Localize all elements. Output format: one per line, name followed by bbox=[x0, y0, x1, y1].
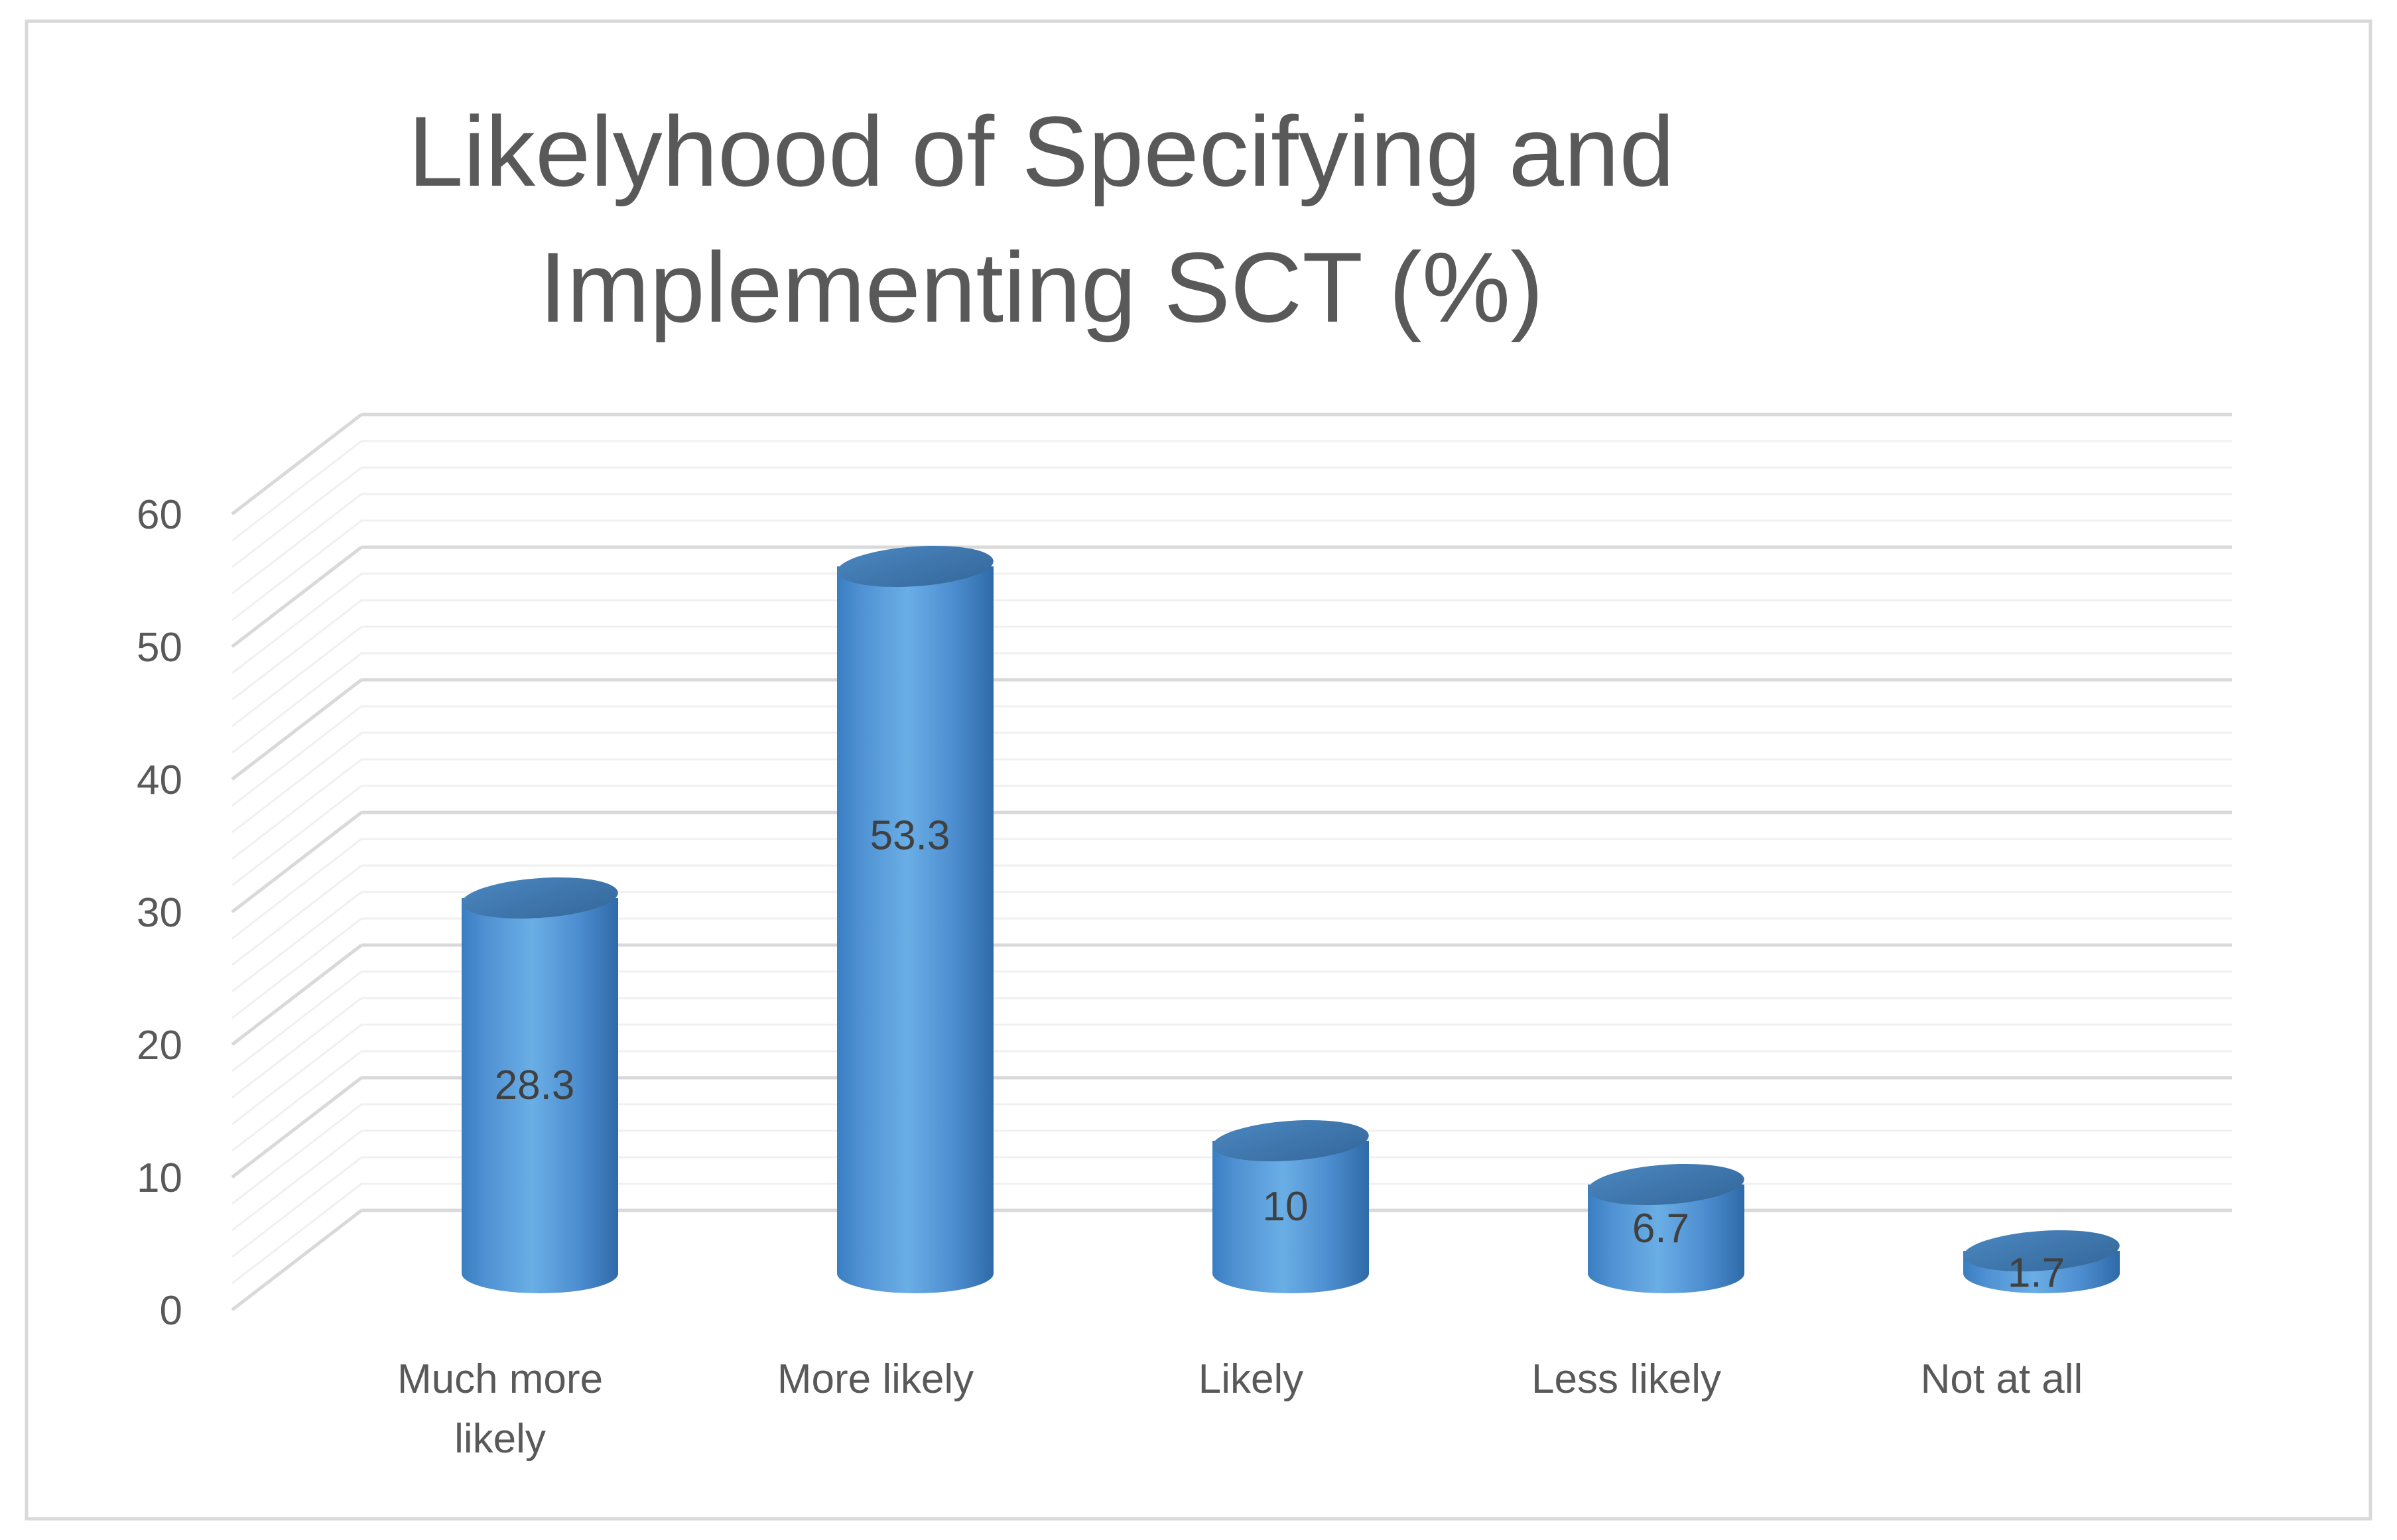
y-axis-ticks: 0 10 20 30 40 50 60 bbox=[137, 492, 182, 1334]
y-tick-label: 30 bbox=[137, 890, 182, 936]
bar-top-cap bbox=[462, 877, 618, 919]
side-gridline-minor bbox=[231, 572, 362, 674]
side-gridline-major bbox=[231, 811, 363, 913]
bar-top-cap bbox=[1212, 1120, 1369, 1162]
category-label: Less likely bbox=[1531, 1356, 1721, 1402]
chart-title-line-1: Likelyhood of Specifying and bbox=[408, 96, 1675, 207]
side-gridline-minor bbox=[231, 625, 362, 728]
side-gridline-minor bbox=[231, 891, 362, 993]
bars: 28.3 53.3 10 6.7 1.7 bbox=[462, 545, 2120, 1296]
y-tick-label: 50 bbox=[137, 625, 182, 671]
side-gridline-minor bbox=[231, 732, 362, 834]
side-gridline-minor bbox=[231, 493, 362, 595]
side-gridline-minor bbox=[231, 652, 362, 754]
bar-body bbox=[462, 898, 618, 1293]
bar-value-label: 10 bbox=[1263, 1184, 1309, 1230]
side-gridline-minor bbox=[231, 599, 362, 701]
side-gridline-minor bbox=[231, 519, 362, 621]
side-gridline-minor bbox=[231, 1183, 362, 1285]
bar-group: 1.7 bbox=[1963, 1230, 2120, 1296]
y-tick-label: 0 bbox=[160, 1288, 182, 1334]
side-gridline-minor bbox=[231, 917, 362, 1019]
side-gridline-major bbox=[231, 413, 363, 515]
side-gridline-major bbox=[231, 944, 363, 1046]
bar-group: 53.3 bbox=[837, 545, 994, 1293]
side-gridline-major bbox=[231, 546, 363, 648]
side-gridline-minor bbox=[231, 864, 362, 966]
category-label: Not at all bbox=[1921, 1356, 2083, 1402]
bar-group: 10 bbox=[1212, 1120, 1369, 1293]
category-label: likely bbox=[454, 1416, 546, 1462]
side-gridline-minor bbox=[231, 838, 362, 940]
bar-body bbox=[1588, 1185, 1744, 1293]
gridlines bbox=[231, 413, 2232, 1311]
bar-value-label: 6.7 bbox=[1632, 1206, 1689, 1251]
side-gridline-minor bbox=[231, 970, 362, 1072]
side-gridline-minor bbox=[231, 440, 362, 542]
y-tick-label: 40 bbox=[137, 757, 182, 803]
side-gridline-minor bbox=[231, 1103, 362, 1205]
bar-top-cap bbox=[837, 545, 994, 588]
bar-body bbox=[1212, 1141, 1369, 1293]
bar-top-cap bbox=[1963, 1230, 2120, 1272]
side-gridline-major bbox=[231, 1076, 363, 1179]
side-gridline-minor bbox=[231, 758, 362, 860]
side-gridline-major bbox=[231, 678, 363, 781]
y-tick-label: 20 bbox=[137, 1023, 182, 1068]
side-gridline-major bbox=[231, 1209, 363, 1311]
chart-title-line-2: Implementing SCT (%) bbox=[539, 231, 1543, 343]
bar-group: 28.3 bbox=[462, 877, 618, 1293]
side-gridline-minor bbox=[231, 997, 362, 1099]
side-gridline-minor bbox=[231, 705, 362, 807]
category-label: Much more bbox=[397, 1356, 603, 1402]
side-gridline-minor bbox=[231, 1129, 362, 1232]
y-tick-label: 60 bbox=[137, 492, 182, 538]
bar-value-label: 53.3 bbox=[870, 812, 950, 858]
bar-value-label: 1.7 bbox=[2008, 1250, 2065, 1296]
bar-value-label: 28.3 bbox=[495, 1062, 575, 1108]
side-gridline-minor bbox=[231, 1050, 362, 1152]
category-label: Likely bbox=[1198, 1356, 1304, 1402]
side-gridline-minor bbox=[231, 785, 362, 887]
category-label: More likely bbox=[777, 1356, 974, 1402]
side-gridline-minor bbox=[231, 466, 362, 568]
x-axis-categories: Much more likely More likely Likely Less lik… bbox=[397, 1356, 2083, 1462]
bar-body bbox=[837, 566, 994, 1293]
side-gridline-minor bbox=[231, 1156, 362, 1258]
bar-top-cap bbox=[1588, 1163, 1744, 1206]
bar-group: 6.7 bbox=[1588, 1163, 1744, 1293]
y-tick-label: 10 bbox=[137, 1155, 182, 1201]
side-gridline-minor bbox=[231, 1023, 362, 1125]
